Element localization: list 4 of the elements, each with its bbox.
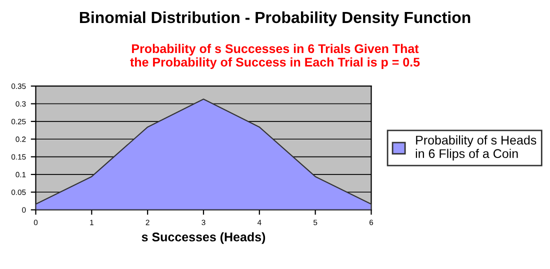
chart-subtitle: Probability of s Successes in 6 Trials Given That the Probability of Success in Each Trial is p = 0.5: [130, 44, 420, 70]
x-axis-title: s Successes (Heads): [142, 232, 266, 244]
legend-label: Probability of s Heads in 6 Flips of a Coin: [416, 135, 536, 161]
chart-title: Binomial Distribution - Probability Density Function: [80, 11, 470, 26]
